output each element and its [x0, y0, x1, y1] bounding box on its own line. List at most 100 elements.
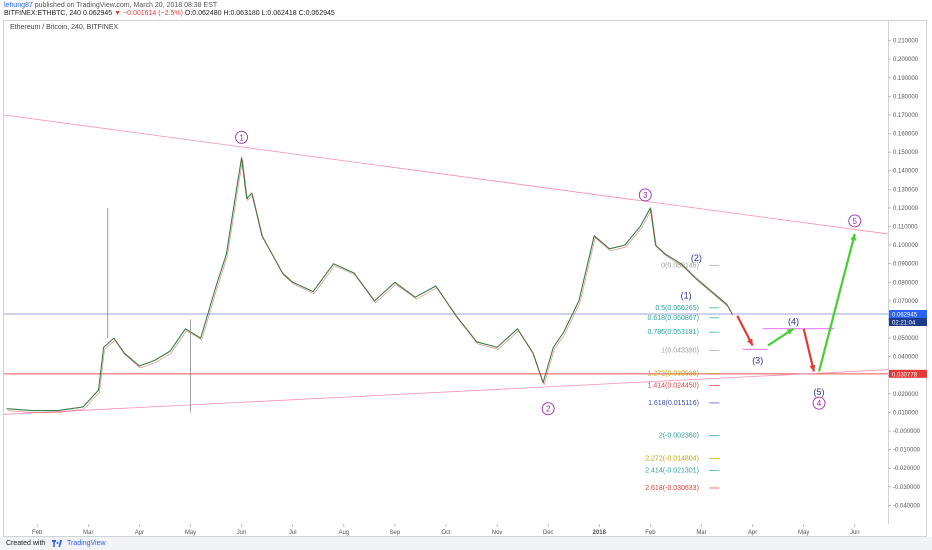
wave-label: (2) [691, 253, 702, 263]
y-tick-label: 0.110000 [893, 225, 918, 231]
price-change: −0.001614 (−2.5%) [123, 10, 183, 17]
fib-level-label: 0(0.089146) [661, 262, 699, 269]
y-tick-label: 0.040000 [893, 355, 919, 361]
x-tick-label: Feb [32, 530, 43, 536]
fib-level-label: 1(0.043390) [661, 347, 699, 354]
y-tick-label: 0.070000 [893, 299, 919, 305]
x-tick-label: Dec [543, 530, 554, 536]
author-link[interactable]: lehung87 [4, 2, 33, 9]
symbol: BITFINEX:ETHBTC, 240 [4, 10, 82, 17]
y-tick-label: -0.000000 [893, 429, 921, 435]
y-tick-label: -0.030000 [893, 485, 921, 491]
arrow-head-icon [850, 233, 857, 241]
symbol-line: BITFINEX:ETHBTC, 240 0.062945 ▼ −0.00161… [4, 9, 335, 18]
projection-arrow [817, 233, 856, 372]
x-tick-label: Apr [748, 530, 757, 536]
fib-level-label: 2.414(-0.021301) [645, 468, 699, 475]
y-tick-label: 0.120000 [893, 206, 919, 212]
tradingview-logo-icon [52, 540, 62, 547]
wave-label: 2 [546, 405, 551, 414]
countdown-badge: 02:21:04 [892, 321, 916, 327]
footer-bar: Created with TradingView [0, 537, 932, 550]
y-tick-label: 0.180000 [893, 94, 919, 100]
y-tick-label: 0.100000 [893, 243, 919, 249]
x-tick-label: May [185, 530, 196, 536]
price-axis-separator [888, 21, 889, 524]
y-tick-label: 0.050000 [893, 336, 919, 342]
y-tick-label: 0.140000 [893, 169, 919, 175]
y-tick-label: -0.010000 [893, 448, 921, 454]
wave-label: (3) [752, 355, 763, 365]
arrow-head-icon [809, 364, 816, 372]
trendline [3, 114, 889, 235]
ohlc-values: O:0.062480 H:0.063180 L:0.062418 C:0.062… [184, 10, 335, 17]
y-tick-label: 0.200000 [893, 57, 919, 63]
wave-label: 5 [853, 217, 858, 226]
fib-level-label: 1.272(0.030938) [648, 371, 699, 378]
price-series-line [6, 157, 733, 412]
price-series-shadow [7, 159, 734, 413]
x-tick-label: Jul [289, 530, 297, 536]
arrow-head-icon [786, 328, 794, 335]
y-tick-label: 0.170000 [893, 113, 919, 119]
x-tick-label: Sep [390, 530, 401, 536]
wave-label: 1 [239, 133, 244, 142]
y-tick-label: 0.020000 [893, 392, 919, 398]
x-tick-label: Feb [645, 530, 656, 536]
projection-arrow [802, 328, 815, 372]
chart-frame [3, 20, 927, 537]
wave-label: 3 [643, 191, 648, 200]
fib-level-label: 2.618(-0.030633) [645, 485, 699, 492]
fib-level-label: 0.5(0.066265) [655, 305, 699, 312]
wave-label: (1) [681, 290, 692, 300]
trendline [3, 369, 889, 415]
x-tick-label: Nov [492, 530, 503, 536]
last-price: 0.062945 [82, 10, 113, 17]
wave-label-circle [235, 130, 249, 144]
fib-level-label: 1.618(0.015116) [648, 400, 699, 407]
publish-text: published on TradingView.com, March 20, … [34, 2, 218, 9]
y-tick-label: -0.040000 [893, 503, 921, 509]
x-tick-label: Mar [696, 530, 706, 536]
y-tick-label: 0.150000 [893, 150, 919, 156]
current-price-badge-bg [889, 310, 927, 319]
wave-label-circle [541, 402, 555, 416]
y-tick-label: 0.080000 [893, 280, 919, 286]
x-tick-label: Mar [83, 530, 93, 536]
countdown-badge-bg [889, 318, 927, 327]
y-tick-label: 0.090000 [893, 262, 919, 268]
support-price-badge-bg [889, 369, 927, 378]
created-with-text: Created with [6, 540, 46, 547]
support-price-badge: 0.030778 [892, 372, 918, 378]
wave-label: 4 [817, 399, 822, 408]
arrow-head-icon [746, 338, 753, 346]
y-tick-label: -0.020000 [893, 466, 921, 472]
y-tick-label: 0.010000 [893, 410, 919, 416]
x-tick-label: 2018 [593, 530, 607, 536]
wave-label-circle [812, 396, 826, 410]
down-arrow-icon: ▼ [114, 10, 122, 17]
wave-label: (4) [788, 316, 799, 326]
x-tick-label: Apr [135, 530, 144, 536]
x-tick-label: May [798, 530, 809, 536]
fib-level-label: 0.786(0.053181) [648, 329, 699, 336]
wave-label: (5) [814, 387, 825, 397]
x-tick-label: Jun [850, 530, 860, 536]
wave-label-circle [848, 214, 862, 228]
y-tick-label: 0.160000 [893, 132, 919, 138]
y-tick-label: 0.130000 [893, 187, 919, 193]
series-legend: Ethereum / Bitcoin, 240, BITFINEX [10, 24, 119, 31]
fib-level-label: 2.272(-0.014804) [645, 456, 699, 463]
x-tick-label: Oct [441, 530, 451, 536]
x-tick-label: Jun [237, 530, 247, 536]
y-tick-label: 0.210000 [893, 39, 919, 45]
tradingview-link[interactable]: TradingView [67, 540, 106, 547]
fib-level-label: 2(-0.002360) [659, 432, 699, 439]
current-price-badge: 0.062945 [892, 313, 918, 319]
y-tick-label: 0.190000 [893, 76, 919, 82]
fib-level-label: 1.414(0.024450) [648, 383, 699, 390]
x-tick-label: Aug [338, 530, 349, 536]
wave-label-circle [638, 188, 652, 202]
publish-line: lehung87 published on TradingView.com, M… [4, 1, 217, 10]
